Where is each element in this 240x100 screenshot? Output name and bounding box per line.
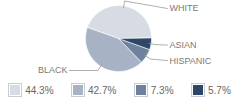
- html-text:42.7%: 42.7%: [88, 84, 117, 96]
- svg-text:WHITE: WHITE: [170, 3, 199, 13]
- svg-text:BLACK: BLACK: [38, 65, 68, 75]
- html-text:7.3%: 7.3%: [150, 84, 174, 96]
- html-text:44.3%: 44.3%: [25, 84, 54, 96]
- svg-text:ASIAN: ASIAN: [170, 40, 197, 50]
- svg-text:HISPANIC: HISPANIC: [170, 56, 212, 66]
- html-text:5.7%: 5.7%: [208, 84, 231, 96]
